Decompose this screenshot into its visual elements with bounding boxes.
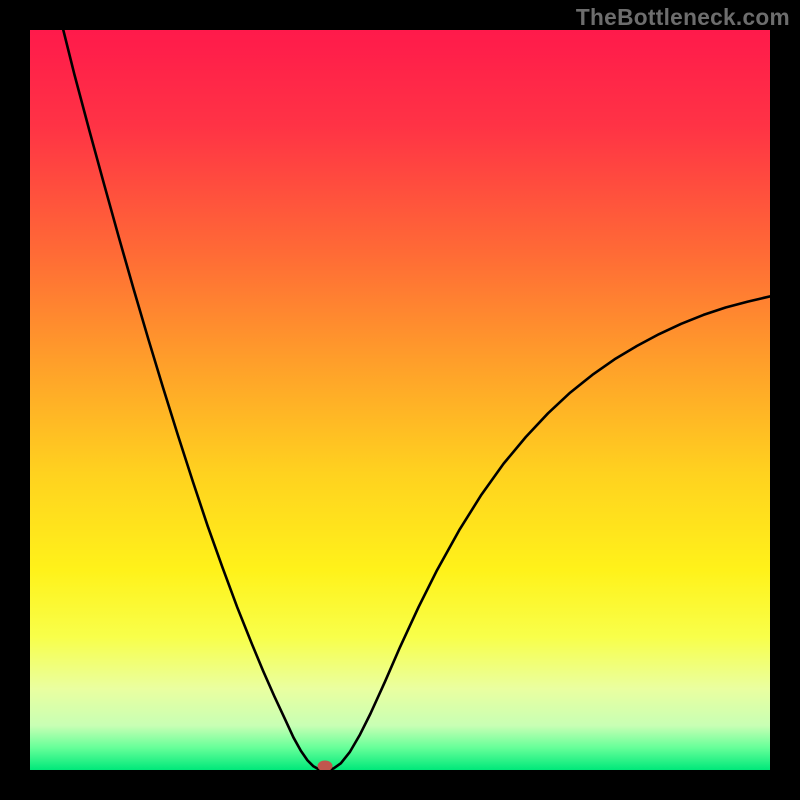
curve-svg	[30, 30, 770, 770]
optimum-marker	[317, 761, 332, 770]
plot-area	[30, 30, 770, 770]
bottleneck-curve	[63, 30, 770, 770]
watermark-text: TheBottleneck.com	[576, 4, 790, 31]
chart-frame: TheBottleneck.com	[0, 0, 800, 800]
